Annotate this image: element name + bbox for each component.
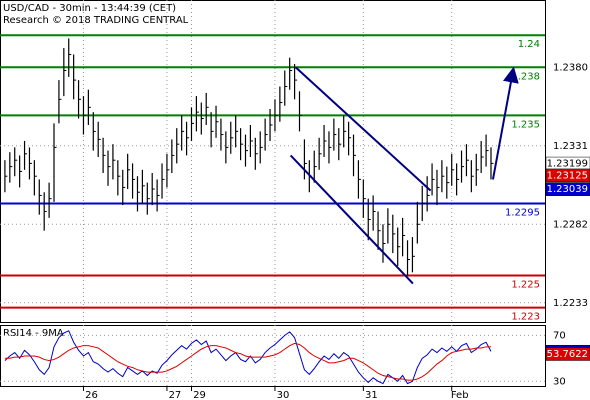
level-label: 1.24 [518, 39, 540, 50]
level-label: 1.223 [511, 312, 540, 323]
level-label: 1.235 [511, 119, 540, 130]
level-label: 1.225 [511, 280, 540, 291]
price-marker [545, 182, 590, 196]
x-tick-label: 26 [85, 390, 98, 400]
y-tick-label: 70 [553, 330, 566, 341]
trend-line [294, 66, 432, 192]
price-marker [545, 168, 590, 183]
rsi-frame [0, 325, 546, 387]
forecast-arrow [491, 66, 519, 180]
level-label: 1.238 [511, 71, 540, 82]
y-tick-label: 30 [553, 376, 566, 387]
price-marker-label: 1.23199 [547, 159, 588, 170]
price-marker-label: 1.23039 [547, 184, 588, 195]
panel-title: RSI14 - 9MA [3, 328, 64, 339]
y-tick-label: 1.2233 [553, 298, 588, 309]
price-frame [0, 0, 546, 323]
x-tick-label: 29 [193, 390, 206, 400]
level-label: 1.2295 [505, 207, 540, 218]
x-tick-label: 31 [365, 390, 378, 400]
price-marker-label: 1.23125 [547, 170, 588, 181]
panel-title: USD/CAD - 30min - 13:44:39 (CET) [3, 3, 176, 14]
price-marker-label: 53.7622 [547, 349, 588, 360]
x-tick-label: 27 [169, 390, 182, 400]
x-tick-label: Feb [451, 390, 469, 400]
x-tick-label: 30 [277, 390, 290, 400]
y-tick-label: 1.2380 [553, 62, 588, 73]
price-marker [545, 347, 590, 361]
rsi-line [4, 330, 492, 385]
panel-subtitle: Research © 2018 TRADING CENTRAL [3, 15, 189, 26]
rsi-line [4, 342, 491, 381]
y-tick-label: 1.2282 [553, 219, 588, 230]
y-tick-label: 1.2331 [553, 141, 588, 152]
trend-line [289, 154, 414, 285]
